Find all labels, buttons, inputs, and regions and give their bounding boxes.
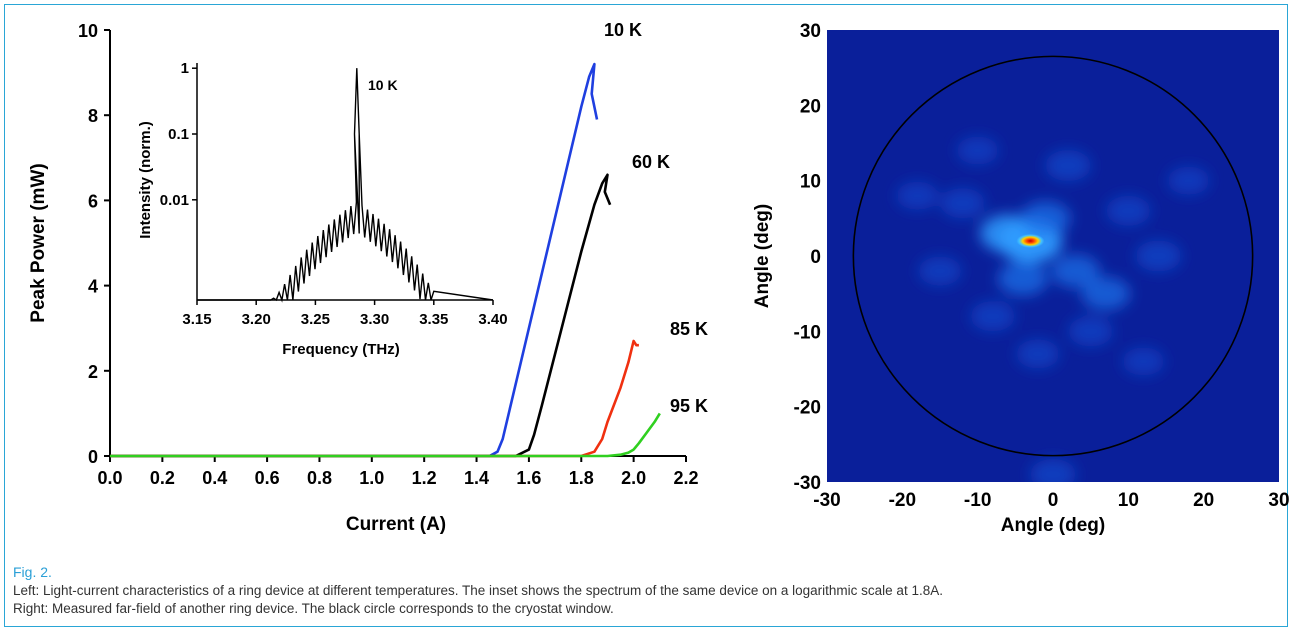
ff-y-tick-label: 0 (810, 247, 821, 268)
far-field-x-axis-label: Angle (deg) (1001, 515, 1106, 536)
ff-x-tick-label: -30 (813, 490, 840, 511)
main-y-tick-label: 8 (88, 106, 98, 126)
ff-y-tick-label: -20 (794, 398, 821, 419)
caption-line-left: Left: Light-current characteristics of a… (13, 583, 943, 598)
inset-y-tick-label: 0.1 (168, 126, 189, 143)
series-label-95K: 95 K (670, 396, 708, 416)
cryostat-window-circle (852, 55, 1254, 457)
inset-x-tick-label: 3.25 (301, 311, 330, 328)
main-x-tick-label: 0.2 (150, 468, 175, 488)
main-x-tick-label: 0.8 (307, 468, 332, 488)
heatmap-blob (956, 136, 999, 165)
heatmap-blob (1030, 458, 1076, 482)
main-x-tick-label: 0.6 (255, 468, 280, 488)
spectrum-inset-chart: 3.15 3.20 3.25 3.30 3.35 3.40 0.01 0.1 1 10 K F… (137, 60, 508, 358)
main-y-tick-label: 2 (88, 362, 98, 382)
far-field-heatmap: -30 -20 -10 0 10 20 30 -30 -20 -10 0 10 20 30 Angle … (752, 21, 1290, 536)
ff-x-tick-label: 30 (1268, 490, 1289, 511)
inset-spectrum-line (197, 68, 494, 303)
main-y-tick-label: 6 (88, 191, 98, 211)
heatmap-blob (918, 256, 962, 286)
main-x-tick-label: 1.4 (464, 468, 489, 488)
inset-x-axis-label: Frequency (THz) (282, 341, 400, 358)
caption-line-right: Right: Measured far-field of another rin… (13, 601, 614, 616)
heatmap-blob (1081, 277, 1131, 311)
series-label-10K: 10 K (604, 20, 642, 40)
heatmap-blob (1045, 150, 1091, 182)
ff-x-tick-label: 0 (1048, 490, 1059, 511)
main-y-tick-label: 0 (88, 447, 98, 467)
inset-x-tick-label: 3.20 (242, 311, 271, 328)
main-y-tick-label: 4 (88, 277, 98, 297)
caption-label: Fig. 2. (13, 564, 52, 580)
main-x-tick-label: 0.4 (202, 468, 227, 488)
ff-x-tick-label: 20 (1193, 490, 1214, 511)
ff-y-tick-label: 20 (800, 96, 821, 117)
inset-annotation: 10 K (368, 77, 398, 93)
series-line-95K (110, 412, 661, 458)
ff-x-tick-label: -10 (964, 490, 991, 511)
ff-x-tick-label: -20 (889, 490, 916, 511)
main-y-axis-label: Peak Power (mW) (28, 163, 49, 322)
main-x-tick-label: 2.0 (621, 468, 646, 488)
heatmap-blob (1016, 339, 1060, 369)
main-x-tick-label: 1.0 (359, 468, 384, 488)
ff-y-tick-label: 10 (800, 172, 821, 193)
ff-x-tick-label: 10 (1118, 490, 1139, 511)
heatmap-blob (1068, 316, 1113, 347)
heatmap-blob (1020, 201, 1071, 236)
inset-x-tick-label: 3.30 (360, 311, 389, 328)
main-x-tick-label: 0.0 (97, 468, 122, 488)
main-x-axis-label: Current (A) (346, 514, 446, 535)
heatmap-peak (1016, 233, 1045, 248)
inset-x-tick-label: 3.35 (419, 311, 448, 328)
ff-y-tick-label: 30 (800, 21, 821, 42)
series-line-10K (110, 62, 599, 458)
far-field-y-axis-label: Angle (deg) (752, 204, 773, 309)
heatmap-blob (1122, 347, 1165, 376)
inset-x-tick-label: 3.15 (182, 311, 211, 328)
ff-y-tick-label: -10 (794, 322, 821, 343)
main-x-tick-label: 1.2 (412, 468, 437, 488)
heatmap-blob (940, 188, 985, 219)
series-label-60K: 60 K (632, 152, 670, 172)
series-line-60K (110, 173, 612, 458)
main-x-tick-label: 1.6 (516, 468, 541, 488)
heatmap-blob (970, 301, 1015, 332)
inset-y-tick-label: 1 (181, 60, 189, 77)
main-y-tick-label: 10 (78, 21, 98, 41)
heatmap-blob (1135, 240, 1182, 272)
inset-y-tick-label: 0.01 (160, 192, 189, 209)
heatmap-blob (896, 181, 939, 210)
light-current-chart: 0.0 0.2 0.4 0.6 0.8 1.0 1.2 1.4 1.6 1.8 2.0 2.2 0 2 4… (28, 20, 708, 535)
ff-y-tick-label: -30 (794, 473, 821, 494)
series-label-85K: 85 K (670, 319, 708, 339)
heatmap-blob (1051, 254, 1100, 288)
heatmap-blob (1106, 195, 1151, 226)
inset-y-axis-label: Intensity (norm.) (137, 121, 154, 239)
main-x-tick-label: 1.8 (569, 468, 594, 488)
heatmap-blob (997, 261, 1048, 296)
series-line-85K (110, 339, 639, 458)
inset-x-tick-label: 3.40 (478, 311, 507, 328)
heatmap-blob (1167, 166, 1210, 195)
main-x-tick-label: 2.2 (673, 468, 698, 488)
